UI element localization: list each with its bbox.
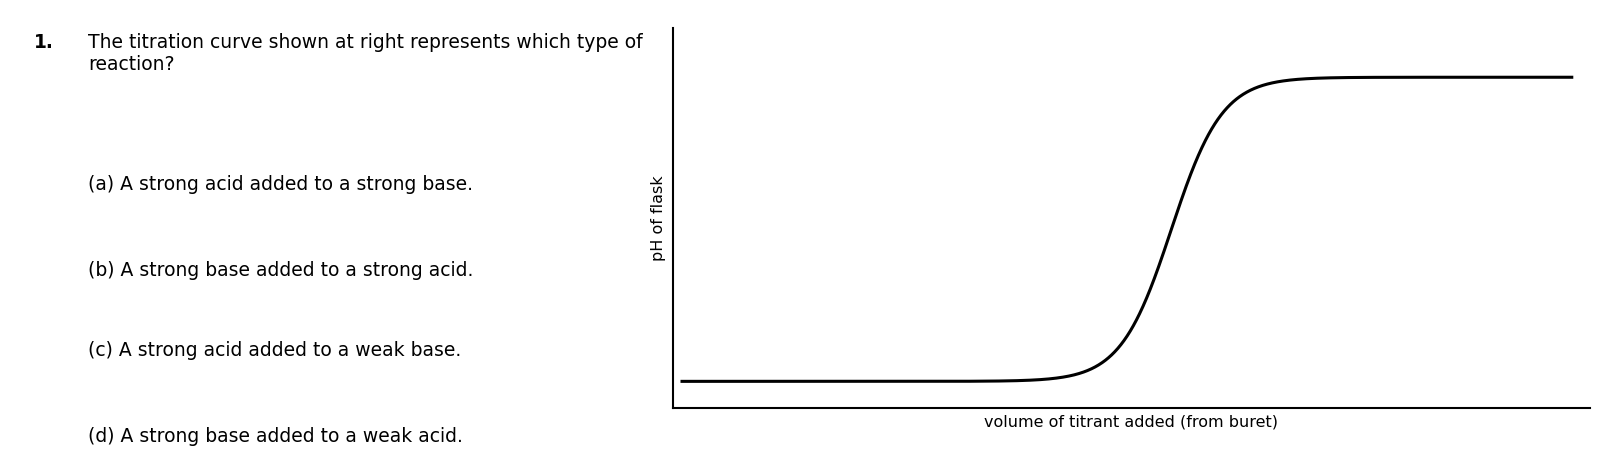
Text: (c) A strong acid added to a weak base.: (c) A strong acid added to a weak base. — [88, 341, 461, 360]
X-axis label: volume of titrant added (from buret): volume of titrant added (from buret) — [985, 415, 1278, 429]
Text: (d) A strong base added to a weak acid.: (d) A strong base added to a weak acid. — [88, 427, 462, 446]
Text: 1.: 1. — [34, 33, 54, 52]
Text: (a) A strong acid added to a strong base.: (a) A strong acid added to a strong base… — [88, 175, 474, 194]
Y-axis label: pH of flask: pH of flask — [650, 175, 667, 261]
Text: (b) A strong base added to a strong acid.: (b) A strong base added to a strong acid… — [88, 261, 474, 280]
Text: The titration curve shown at right represents which type of
reaction?: The titration curve shown at right repre… — [88, 33, 642, 74]
